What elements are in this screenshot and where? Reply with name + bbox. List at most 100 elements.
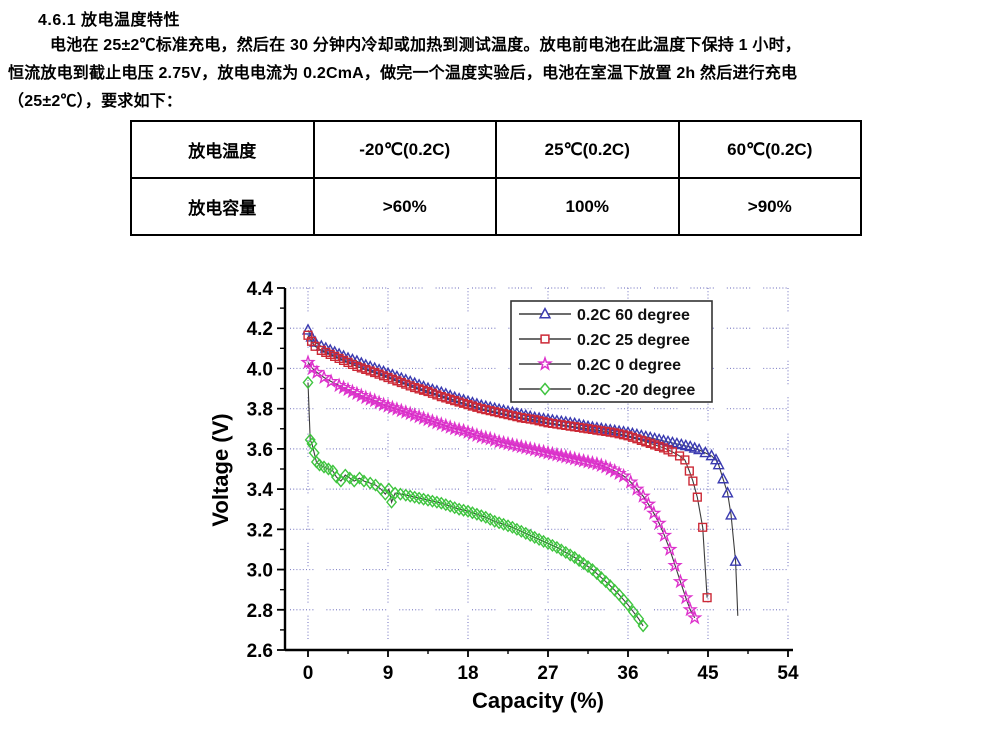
square-marker	[472, 402, 482, 412]
square-marker	[316, 345, 326, 355]
star-marker	[656, 527, 673, 542]
triangle-marker	[729, 554, 742, 566]
star-marker	[526, 441, 543, 457]
square-marker	[481, 405, 491, 415]
square-marker	[405, 381, 415, 391]
square-marker	[698, 522, 708, 532]
square-marker	[392, 376, 402, 386]
square-marker	[325, 349, 335, 359]
star-marker	[420, 411, 436, 427]
star-marker	[535, 443, 552, 459]
square-marker	[310, 341, 320, 351]
x-tick-label: 54	[777, 663, 799, 684]
star-marker	[415, 410, 432, 425]
triangle-marker	[705, 449, 718, 461]
y-tick-label: 3.4	[247, 480, 274, 501]
star-marker	[389, 401, 405, 416]
diamond-marker	[358, 474, 370, 488]
star-marker	[429, 414, 445, 430]
legend-star-marker	[537, 355, 553, 371]
star-marker	[589, 455, 605, 471]
square-marker	[330, 351, 340, 361]
square-marker	[414, 384, 424, 394]
star-marker	[455, 422, 472, 438]
square-marker	[338, 355, 349, 365]
star-marker	[464, 425, 481, 441]
star-marker	[686, 609, 703, 625]
star-marker	[446, 420, 463, 436]
y-tick-label: 3.0	[247, 561, 273, 582]
square-marker	[370, 367, 380, 378]
table-row: 放电温度 -20℃(0.2C) 25℃(0.2C) 60℃(0.2C)	[130, 120, 862, 179]
square-marker	[702, 593, 712, 603]
discharge-spec-table: 放电温度 -20℃(0.2C) 25℃(0.2C) 60℃(0.2C) 放电容量…	[130, 120, 862, 236]
star-marker	[667, 557, 683, 573]
legend-label: 0.2C -20 degree	[577, 382, 695, 399]
star-marker	[566, 450, 583, 466]
diamond-marker	[383, 482, 395, 496]
x-tick-label: 45	[697, 663, 719, 684]
square-marker	[356, 363, 366, 373]
star-marker	[580, 453, 596, 469]
x-tick-label: 27	[537, 663, 558, 684]
square-marker	[688, 476, 698, 486]
star-marker	[615, 467, 632, 483]
square-marker	[503, 410, 513, 420]
star-marker	[635, 487, 651, 503]
x-tick-label: 18	[457, 663, 478, 684]
diamond-marker	[379, 487, 391, 501]
star-marker	[553, 447, 570, 463]
diamond-marker	[591, 566, 603, 581]
star-marker	[662, 541, 678, 557]
triangle-marker	[721, 486, 734, 498]
square-marker	[378, 371, 389, 381]
square-marker	[674, 451, 685, 461]
series-0.2c--20-degree	[302, 375, 649, 633]
star-marker	[384, 399, 401, 415]
y-tick-label: 4.0	[247, 359, 273, 380]
square-marker	[614, 429, 624, 439]
y-tick-label: 2.6	[247, 641, 273, 662]
diamond-marker	[330, 470, 342, 484]
square-marker	[485, 406, 495, 416]
square-marker	[650, 440, 660, 450]
square-marker	[645, 438, 655, 448]
y-tick-label: 2.8	[247, 601, 273, 622]
diamond-marker	[302, 375, 314, 390]
series-0.2c-25-degree	[303, 330, 712, 603]
square-marker	[654, 441, 664, 451]
square-marker	[623, 431, 633, 441]
star-marker	[406, 407, 423, 422]
star-marker	[478, 429, 494, 445]
square-marker	[383, 372, 393, 383]
table-cell: 放电容量	[130, 177, 315, 236]
legend-label: 0.2C 60 degree	[577, 307, 690, 324]
square-marker	[494, 408, 504, 418]
square-marker	[436, 392, 446, 402]
star-marker	[438, 417, 454, 433]
square-marker	[334, 353, 344, 363]
square-marker	[636, 435, 646, 445]
star-marker	[513, 438, 530, 454]
star-marker	[491, 433, 507, 449]
square-marker	[343, 357, 353, 368]
square-marker	[538, 417, 549, 427]
square-marker	[361, 364, 371, 375]
diamond-marker	[600, 575, 612, 589]
square-marker	[306, 336, 317, 346]
diamond-marker	[370, 478, 382, 492]
square-marker	[347, 359, 358, 370]
body-paragraph: 电池在 25±2℃标准充电，然后在 30 分钟内冷却或加热到测试温度。放电前电池…	[8, 32, 996, 116]
triangle-marker	[699, 446, 712, 458]
paragraph-line: 电池在 25±2℃标准充电，然后在 30 分钟内冷却或加热到测试温度。放电前电池…	[50, 37, 801, 54]
square-marker	[427, 388, 438, 398]
star-marker	[358, 389, 374, 405]
square-marker	[534, 416, 544, 426]
diamond-marker	[637, 619, 649, 633]
square-marker	[432, 390, 442, 400]
square-marker	[618, 430, 629, 440]
series-0.2c-0-degree	[300, 354, 703, 625]
star-marker	[380, 398, 396, 413]
star-marker	[398, 404, 414, 419]
